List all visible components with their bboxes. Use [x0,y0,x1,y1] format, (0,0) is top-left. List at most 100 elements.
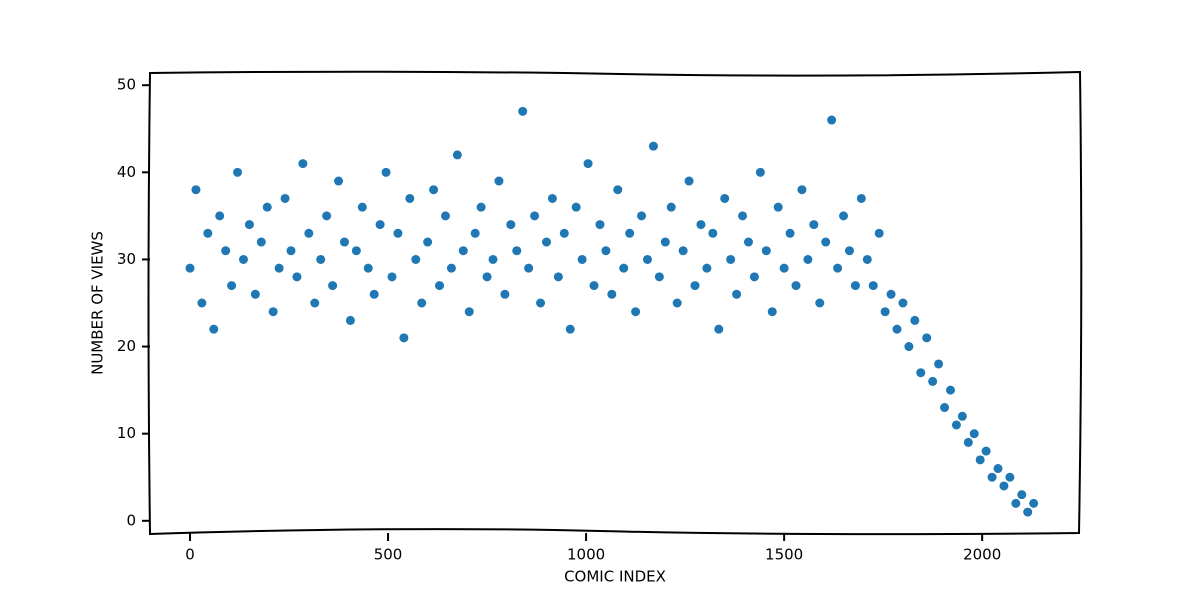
point [613,185,623,195]
point [506,220,516,230]
point [280,193,290,203]
point [969,429,979,439]
point [922,333,932,343]
point [363,263,373,273]
point [797,185,807,195]
point [536,298,546,308]
point [637,211,647,221]
point [809,220,819,230]
point [607,289,617,299]
point [227,281,237,291]
point [357,202,367,212]
point [732,289,742,299]
point [292,272,302,282]
point [268,307,278,317]
point [1011,498,1021,508]
point [803,254,813,264]
point [815,298,825,308]
point [945,385,955,395]
point [316,254,326,264]
point [916,368,926,378]
point [553,272,563,282]
point [821,237,831,247]
point [862,254,872,264]
point [310,298,320,308]
point [749,272,759,282]
point [951,420,961,430]
y-axis-label: NUMBER OF VIEWS [89,231,107,375]
point [322,211,332,221]
point [940,403,950,413]
point [262,202,272,212]
point [755,167,765,177]
point [999,481,1009,491]
point [619,263,629,273]
point [476,202,486,212]
point [381,167,391,177]
point [470,228,480,238]
point [934,359,944,369]
point [435,281,445,291]
x-tick-label: 0 [185,546,195,564]
x-tick-label: 1000 [567,546,605,564]
point [547,193,557,203]
point [577,254,587,264]
point [648,141,658,151]
point [767,307,777,317]
point [185,263,195,273]
point [345,315,355,325]
point [197,298,207,308]
point [874,228,884,238]
point [761,246,771,256]
point [1029,498,1039,508]
point [494,176,504,186]
point [405,193,415,203]
point [601,246,611,256]
point [1017,490,1027,500]
point [957,411,967,421]
point [910,315,920,325]
point [827,115,837,125]
point [233,167,243,177]
point [203,228,213,238]
point [571,202,581,212]
y-tick-label: 0 [126,511,136,529]
point [839,211,849,221]
point [738,211,748,221]
point [488,254,498,264]
point [464,307,474,317]
point [625,228,635,238]
point [684,176,694,186]
point [714,324,724,334]
point [334,176,344,186]
point [339,237,349,247]
y-tick-label: 30 [117,250,136,268]
point [773,202,783,212]
point [975,455,985,465]
point [898,298,908,308]
point [833,263,843,273]
point [286,246,296,256]
point [221,246,231,256]
point [1005,472,1015,482]
point [518,106,528,116]
point [458,246,468,256]
point [452,150,462,160]
point [720,193,730,203]
point [387,272,397,282]
point [708,228,718,238]
x-axis-label: COMIC INDEX [564,568,666,586]
point [785,228,795,238]
point [987,472,997,482]
point [328,281,338,291]
point [215,211,225,221]
point [250,289,260,299]
point [993,464,1003,474]
point [666,202,676,212]
point [446,263,456,273]
point [500,289,510,299]
point [844,246,854,256]
point [238,254,248,264]
point [583,159,593,169]
